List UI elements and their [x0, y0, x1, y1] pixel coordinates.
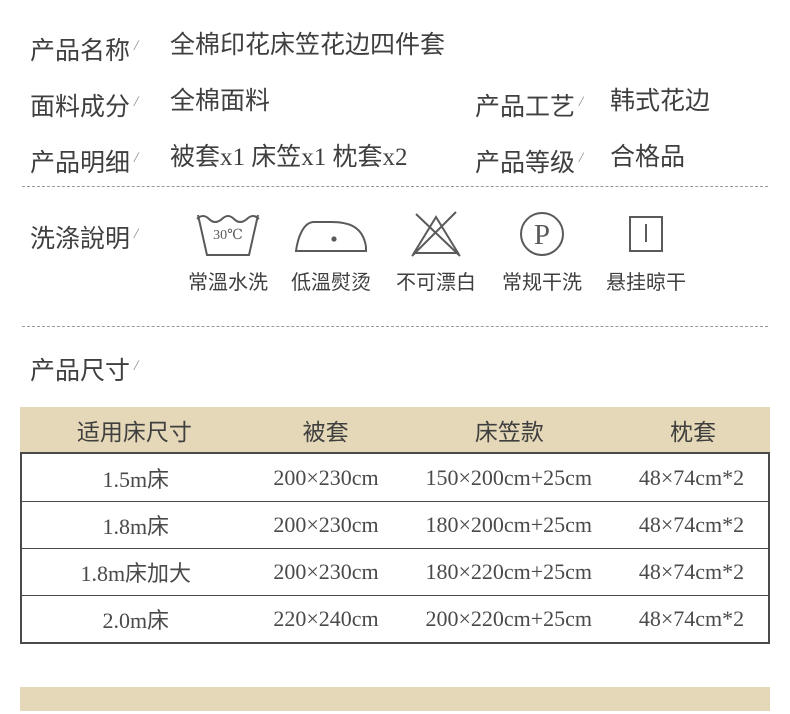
table-cell: 150×200cm+25cm — [425, 464, 593, 490]
table-row: 2.0m床 220×240cm 200×220cm+25cm 48×74cm*2 — [22, 595, 768, 642]
table-cell: 200×220cm+25cm — [425, 606, 593, 631]
detail-label: 产品明细 / — [30, 150, 139, 177]
grade-label: 产品等级 / — [475, 150, 584, 177]
label-slash: / — [134, 38, 139, 54]
size-table-header-row: 适用床尺寸 被套 床笠款 枕套 — [20, 407, 770, 452]
washing-item-label: 低溫熨烫 — [291, 272, 371, 294]
washing-label: 洗涤說明 / — [30, 226, 139, 253]
label-slash: / — [134, 94, 139, 110]
craft-value: 韩式花边 — [610, 88, 711, 115]
table-cell: 200×230cm — [273, 559, 379, 584]
table-cell: 48×74cm*2 — [638, 559, 745, 584]
product-size-label: 产品尺寸 / — [30, 358, 139, 385]
no-bleach-icon — [381, 207, 491, 261]
grade-value: 合格品 — [610, 144, 686, 171]
table-cell: 180×220cm+25cm — [425, 559, 593, 584]
table-row: 1.8m床加大 200×230cm 180×220cm+25cm 48×74cm… — [22, 548, 768, 595]
table-cell: 48×74cm*2 — [638, 464, 745, 490]
washing-item-wash: 30℃ 常溫水洗 — [173, 207, 283, 295]
wash-basin-30c-icon: 30℃ — [173, 207, 283, 261]
table-cell: 48×74cm*2 — [638, 512, 745, 537]
label-slash: / — [134, 150, 139, 166]
craft-label: 产品工艺 / — [475, 94, 584, 121]
svg-text:30℃: 30℃ — [213, 228, 243, 243]
header-cell-pillowcase: 枕套 — [670, 419, 717, 445]
table-row: 1.5m床 200×230cm 150×200cm+25cm 48×74cm*2 — [22, 454, 768, 501]
label-slash: / — [579, 94, 584, 110]
product-spec-section: 产品名称 / 全棉印花床笠花边四件套 面料成分 / 全棉面料 产品工艺 / 韩式花边 … — [0, 0, 790, 186]
washing-item-hangdry: 悬挂晾干 — [591, 207, 701, 295]
table-cell: 1.8m床加大 — [80, 561, 192, 586]
product-name-label: 产品名称 / — [30, 38, 139, 65]
iron-low-temp-icon — [276, 207, 386, 261]
size-table: 适用床尺寸 被套 床笠款 枕套 1.5m床 200×230cm 150×200c… — [20, 407, 770, 644]
header-cell-fitted-sheet: 床笠款 — [474, 419, 544, 445]
spec-row-detail: 产品明细 / 被套x1 床笠x1 枕套x2 产品等级 / 合格品 — [30, 130, 760, 186]
washing-item-label: 悬挂晾干 — [606, 272, 686, 294]
washing-item-iron: 低溫熨烫 — [276, 207, 386, 295]
header-cell-duvet-cover: 被套 — [302, 419, 349, 445]
dashed-divider-bottom — [22, 326, 768, 327]
washing-item-label: 常溫水洗 — [188, 272, 268, 294]
product-name-value: 全棉印花床笠花边四件套 — [170, 32, 446, 59]
table-row: 1.8m床 200×230cm 180×200cm+25cm 48×74cm*2 — [22, 501, 768, 548]
label-slash: / — [134, 226, 139, 242]
washing-item-dryclean: P 常规干洗 — [487, 207, 597, 295]
fabric-label: 面料成分 / — [30, 94, 139, 121]
table-cell: 220×240cm — [273, 606, 379, 631]
table-cell: 200×230cm — [273, 464, 379, 490]
fabric-value: 全棉面料 — [170, 88, 271, 115]
dashed-divider-top — [22, 186, 768, 187]
spec-row-name: 产品名称 / 全棉印花床笠花边四件套 — [30, 18, 760, 74]
washing-item-label: 不可漂白 — [396, 272, 476, 294]
washing-instructions-section: 洗涤說明/ 30℃ 常溫水洗 低溫熨烫 不可漂白 — [0, 187, 790, 326]
label-slash: / — [134, 358, 139, 374]
product-size-section: 产品尺寸 / — [0, 327, 790, 407]
footer-accent-bar — [20, 687, 770, 711]
table-cell: 200×230cm — [273, 512, 379, 537]
dry-clean-p-icon: P — [487, 207, 597, 261]
size-table-body: 1.5m床 200×230cm 150×200cm+25cm 48×74cm*2… — [20, 452, 770, 644]
table-cell: 2.0m床 — [102, 608, 170, 633]
table-cell: 1.8m床 — [102, 514, 170, 539]
svg-text:P: P — [534, 219, 550, 251]
detail-value: 被套x1 床笠x1 枕套x2 — [170, 144, 408, 171]
hang-dry-icon — [591, 207, 701, 261]
washing-item-bleach: 不可漂白 — [381, 207, 491, 295]
table-cell: 48×74cm*2 — [638, 606, 745, 631]
washing-item-label: 常规干洗 — [502, 272, 582, 294]
header-cell-bed-size: 适用床尺寸 — [76, 419, 192, 445]
label-slash: / — [579, 150, 584, 166]
spec-row-fabric: 面料成分 / 全棉面料 产品工艺 / 韩式花边 — [30, 74, 760, 130]
table-cell: 180×200cm+25cm — [425, 512, 593, 537]
table-cell: 1.5m床 — [102, 466, 170, 492]
